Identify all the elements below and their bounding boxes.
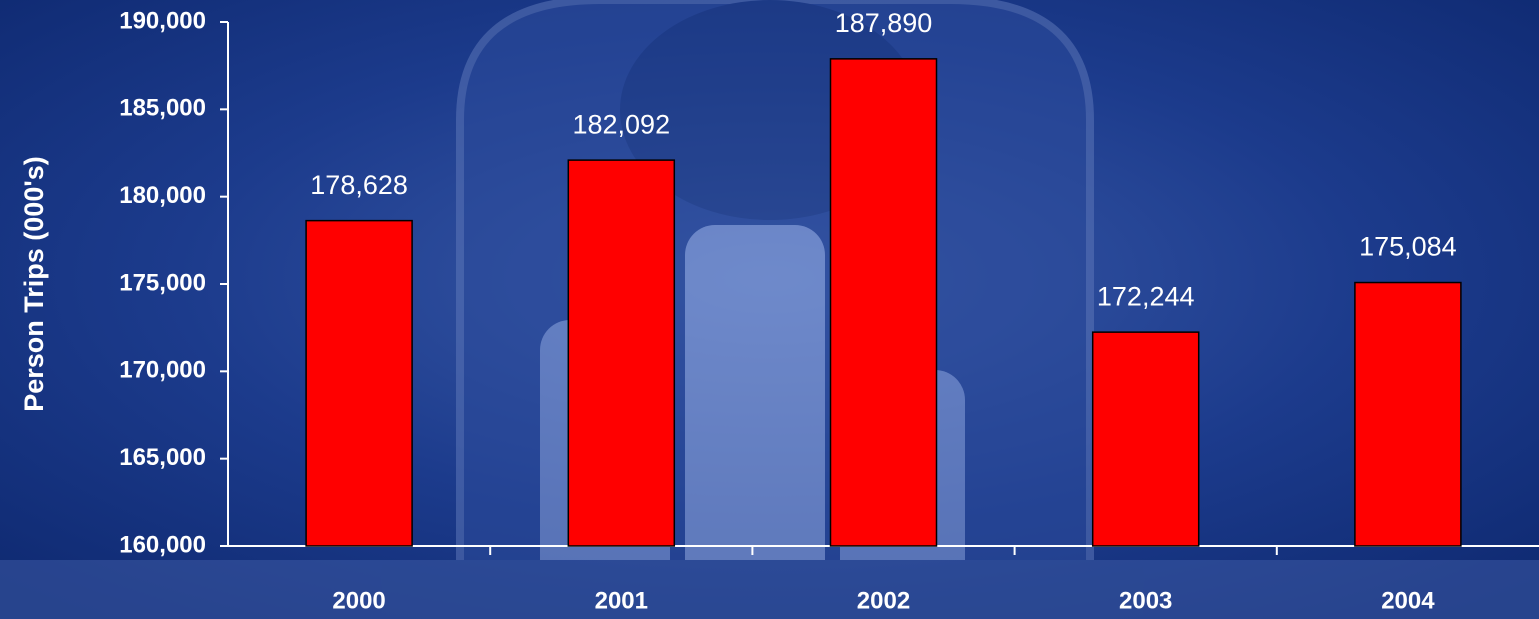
x-tick-label: 2001 — [595, 587, 648, 614]
x-tick-label: 2003 — [1119, 587, 1172, 614]
x-tick-label: 2000 — [332, 587, 385, 614]
value-label: 175,084 — [1359, 232, 1457, 262]
y-tick-label: 170,000 — [119, 357, 206, 384]
y-axis-title: Person Trips (000's) — [19, 156, 49, 412]
bar — [1354, 281, 1462, 547]
bar — [567, 159, 676, 547]
bar — [1091, 331, 1200, 547]
bar — [305, 219, 413, 547]
y-tick-label: 185,000 — [119, 95, 206, 122]
y-tick-label: 165,000 — [119, 444, 206, 471]
value-label: 178,628 — [310, 170, 408, 200]
y-tick-label: 190,000 — [119, 7, 206, 34]
y-tick-label: 160,000 — [119, 531, 206, 558]
x-tick-label: 2004 — [1381, 587, 1435, 614]
value-label: 172,244 — [1097, 281, 1195, 311]
x-tick-label: 2002 — [857, 587, 910, 614]
value-label: 187,890 — [835, 8, 933, 38]
y-tick-label: 180,000 — [119, 182, 206, 209]
bar — [829, 58, 938, 547]
y-tick-label: 175,000 — [119, 269, 206, 296]
value-label: 182,092 — [572, 109, 670, 139]
